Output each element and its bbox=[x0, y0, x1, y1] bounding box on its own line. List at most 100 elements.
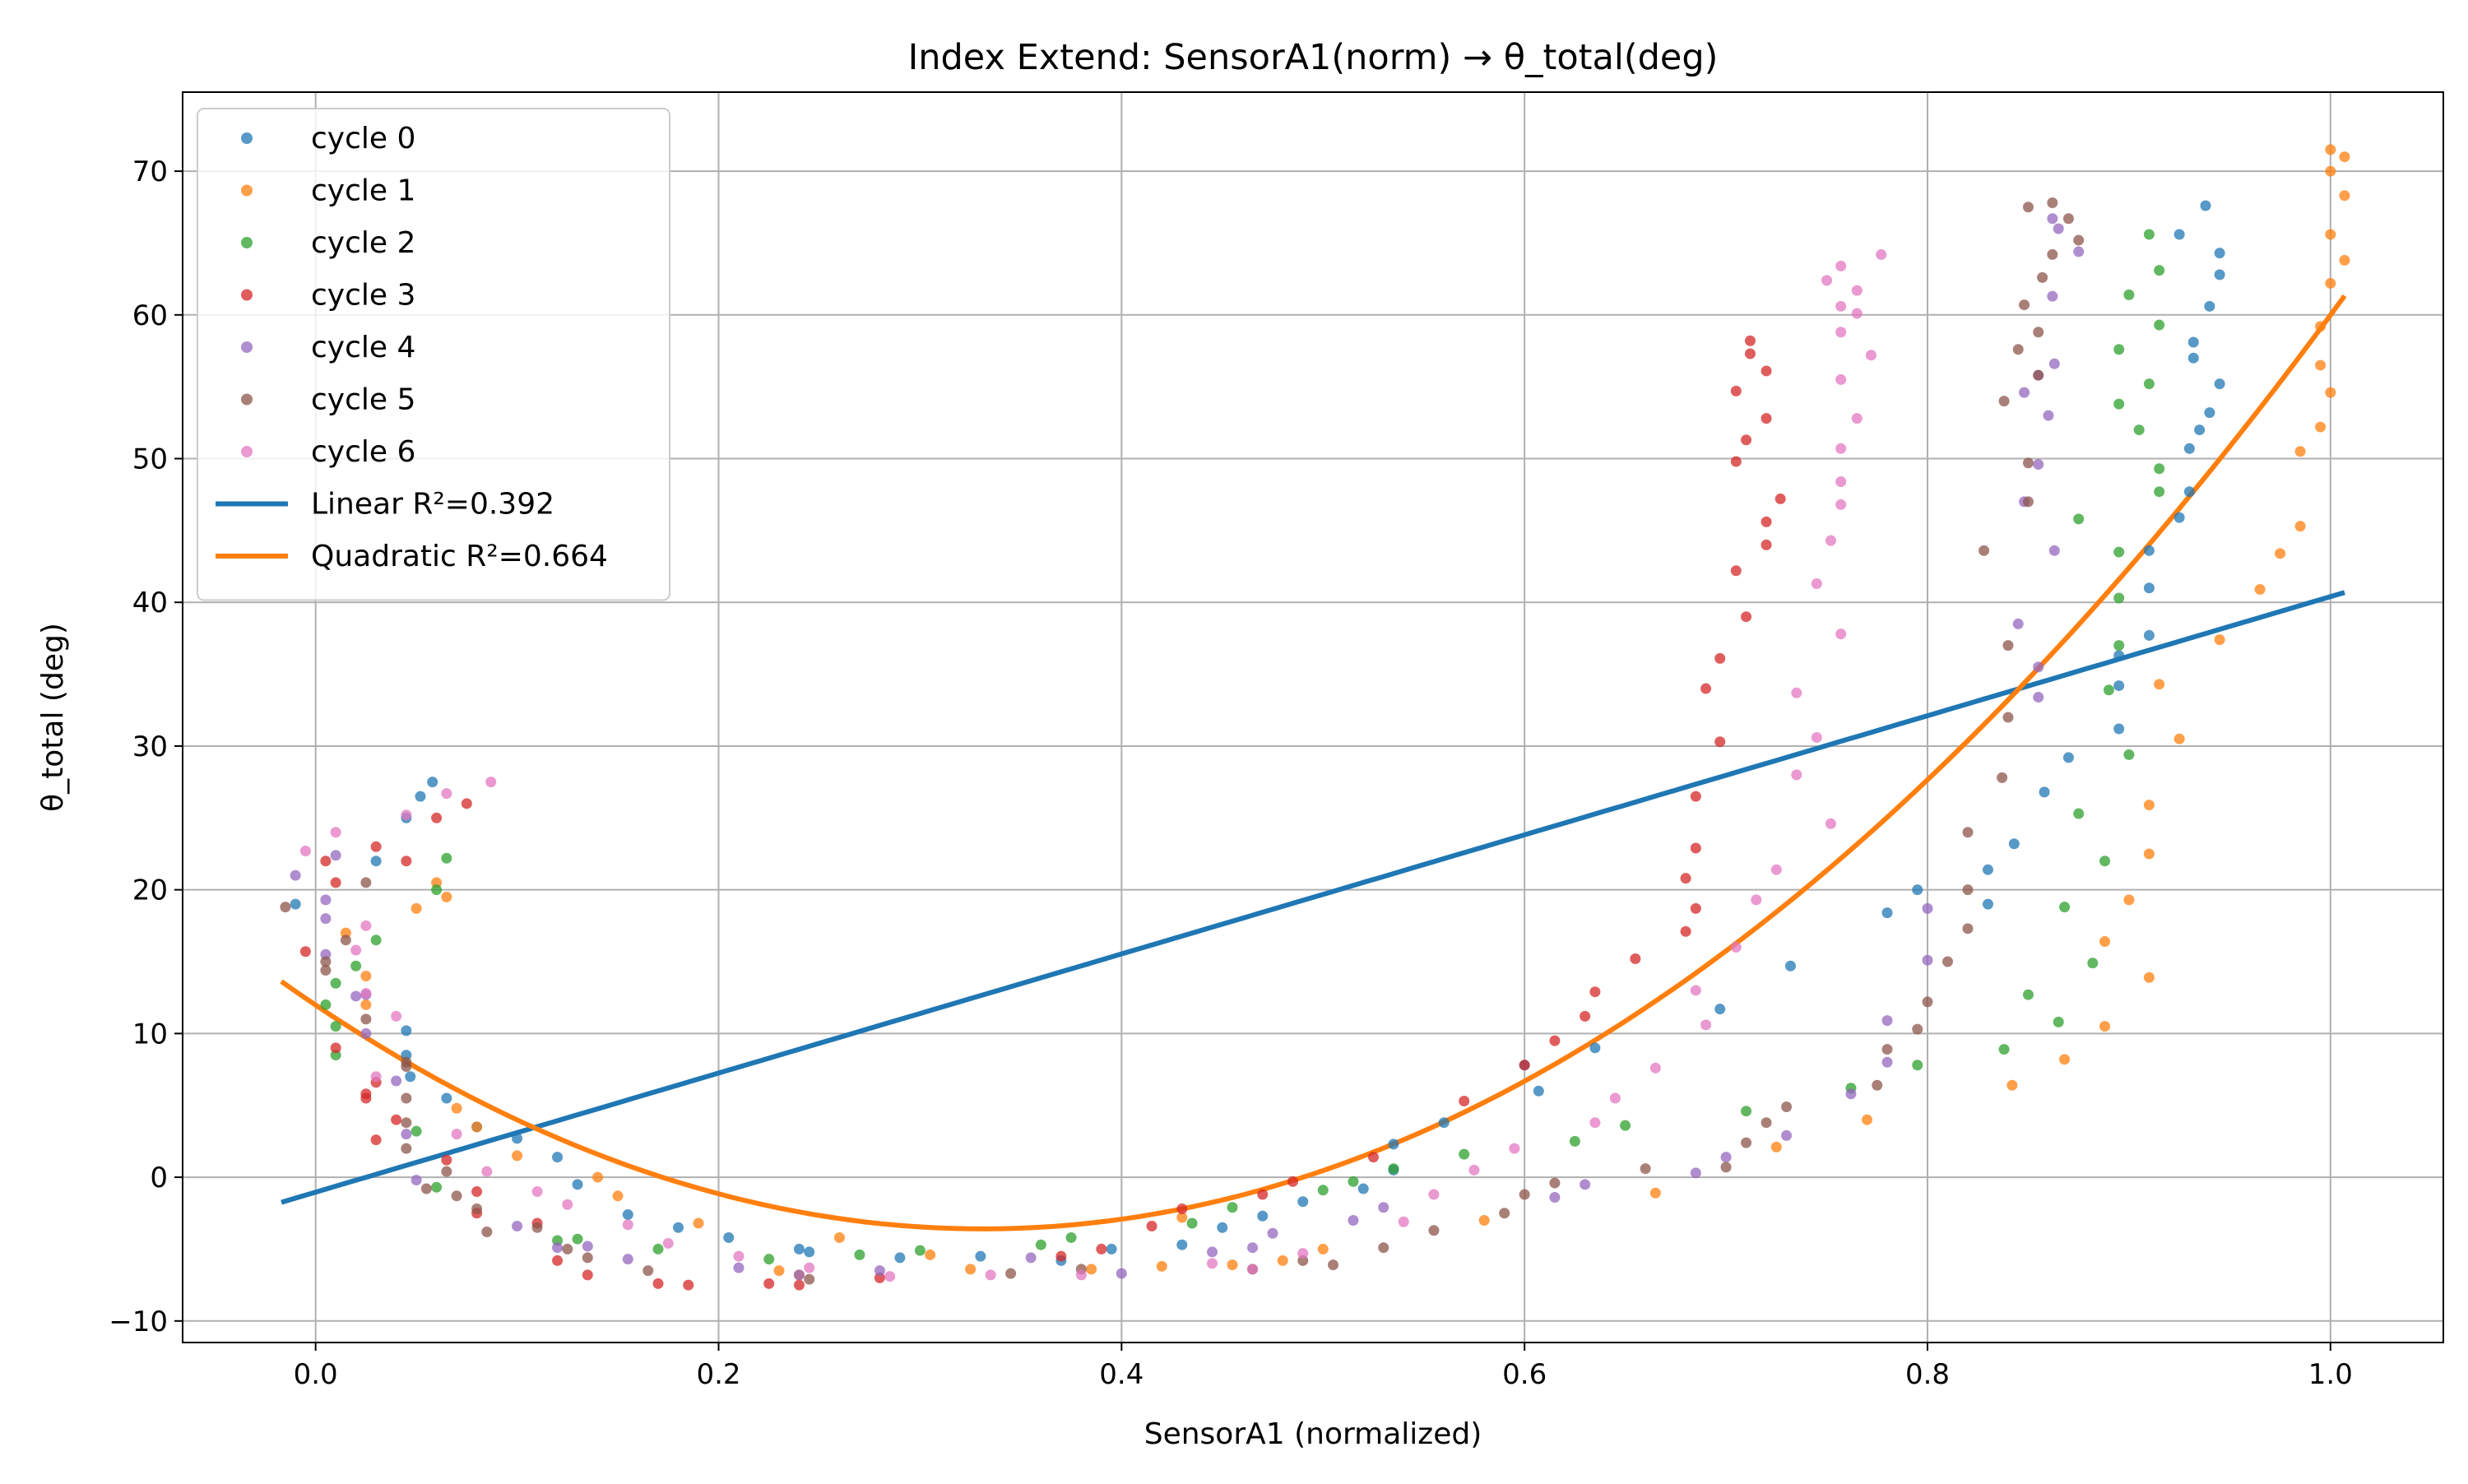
data-point bbox=[1327, 1259, 1338, 1271]
data-point bbox=[552, 1254, 564, 1266]
data-point bbox=[451, 1129, 462, 1140]
x-tick-label: 0.2 bbox=[696, 1358, 740, 1391]
data-point bbox=[2087, 958, 2099, 969]
data-point bbox=[350, 944, 362, 956]
data-point bbox=[411, 1175, 422, 1186]
data-point bbox=[582, 1241, 593, 1252]
data-point bbox=[1962, 884, 1974, 896]
data-point bbox=[1549, 1177, 1561, 1189]
data-point bbox=[1912, 1060, 1923, 1071]
data-point bbox=[1620, 1120, 1631, 1131]
data-point bbox=[2019, 299, 2030, 311]
data-point bbox=[2183, 486, 2195, 498]
data-point bbox=[2173, 229, 2185, 240]
data-point bbox=[1690, 791, 1701, 802]
data-point bbox=[431, 812, 443, 823]
data-point bbox=[673, 1222, 684, 1233]
x-tick-label: 0.8 bbox=[1905, 1358, 1950, 1391]
data-point bbox=[2073, 808, 2085, 819]
data-point bbox=[683, 1279, 694, 1291]
data-point bbox=[2214, 269, 2225, 281]
data-point bbox=[2325, 144, 2336, 155]
data-point bbox=[2053, 1016, 2064, 1027]
data-point bbox=[1825, 535, 1836, 546]
data-point bbox=[401, 1117, 412, 1129]
data-point bbox=[592, 1171, 604, 1183]
data-point bbox=[884, 1271, 896, 1282]
data-point bbox=[415, 791, 426, 802]
data-point bbox=[1428, 1189, 1440, 1200]
data-point bbox=[925, 1249, 936, 1260]
legend: cycle 0 cycle 1 cycle 2 cycle 3 cycle 4 cycle… bbox=[197, 108, 670, 601]
data-point bbox=[2048, 358, 2060, 369]
data-point bbox=[914, 1245, 926, 1256]
data-point bbox=[2022, 202, 2034, 213]
data-point bbox=[1825, 818, 1836, 829]
data-point bbox=[2113, 640, 2125, 652]
data-point bbox=[401, 1092, 412, 1104]
y-tick-label: 40 bbox=[132, 587, 168, 619]
data-point bbox=[1730, 942, 1742, 953]
data-point bbox=[2022, 989, 2034, 1000]
data-point bbox=[531, 1186, 543, 1198]
data-point bbox=[1997, 772, 2008, 783]
data-point bbox=[2154, 265, 2165, 276]
data-point bbox=[2315, 421, 2327, 433]
data-point bbox=[2204, 407, 2215, 419]
data-point bbox=[441, 1166, 452, 1177]
legend-marker bbox=[241, 237, 253, 248]
data-point bbox=[1774, 493, 1786, 504]
data-point bbox=[2143, 848, 2155, 860]
data-point bbox=[1714, 736, 1726, 748]
data-point bbox=[804, 1246, 815, 1258]
data-point bbox=[1459, 1095, 1470, 1106]
data-point bbox=[2047, 248, 2058, 260]
data-point bbox=[1720, 1152, 1732, 1163]
data-point bbox=[763, 1278, 775, 1289]
legend-marker bbox=[241, 446, 253, 457]
data-point bbox=[1378, 1242, 1389, 1254]
data-point bbox=[1690, 1167, 1701, 1179]
data-point bbox=[1388, 1163, 1399, 1175]
data-point bbox=[1519, 1189, 1530, 1200]
data-point bbox=[2143, 545, 2155, 556]
data-point bbox=[1730, 385, 1742, 397]
data-point bbox=[1025, 1252, 1037, 1264]
data-point bbox=[1982, 864, 1993, 875]
data-point bbox=[1865, 350, 1877, 361]
data-point bbox=[1761, 1117, 1772, 1129]
data-point bbox=[1821, 275, 1833, 286]
data-point bbox=[1478, 1214, 1490, 1226]
data-point bbox=[1207, 1246, 1218, 1258]
data-point bbox=[360, 970, 372, 981]
data-point bbox=[1649, 1187, 1661, 1199]
data-point bbox=[1835, 628, 1847, 640]
data-point bbox=[391, 1075, 402, 1087]
data-point bbox=[1881, 1056, 1893, 1068]
data-point bbox=[1851, 413, 1863, 424]
data-point bbox=[2325, 165, 2336, 177]
data-point bbox=[2073, 234, 2085, 246]
data-point bbox=[1367, 1152, 1379, 1163]
legend-label: cycle 2 bbox=[311, 226, 415, 260]
legend-marker bbox=[241, 289, 253, 301]
data-point bbox=[1438, 1117, 1450, 1129]
linear-fit-line bbox=[281, 590, 2345, 1205]
y-tick-label: 60 bbox=[132, 299, 168, 332]
data-point bbox=[1835, 327, 1847, 338]
data-point bbox=[401, 1143, 412, 1154]
data-point bbox=[360, 1027, 372, 1039]
data-point bbox=[2062, 752, 2074, 763]
data-point bbox=[2113, 592, 2125, 604]
data-point bbox=[370, 1071, 382, 1083]
data-point bbox=[552, 1242, 564, 1254]
data-point bbox=[1317, 1185, 1329, 1196]
data-point bbox=[441, 1154, 452, 1166]
data-point bbox=[1509, 1143, 1520, 1154]
data-point bbox=[411, 902, 422, 914]
data-point bbox=[1962, 827, 1974, 838]
data-point bbox=[350, 960, 362, 972]
data-point bbox=[2254, 584, 2266, 596]
data-point bbox=[652, 1243, 664, 1254]
data-point bbox=[2325, 277, 2336, 289]
